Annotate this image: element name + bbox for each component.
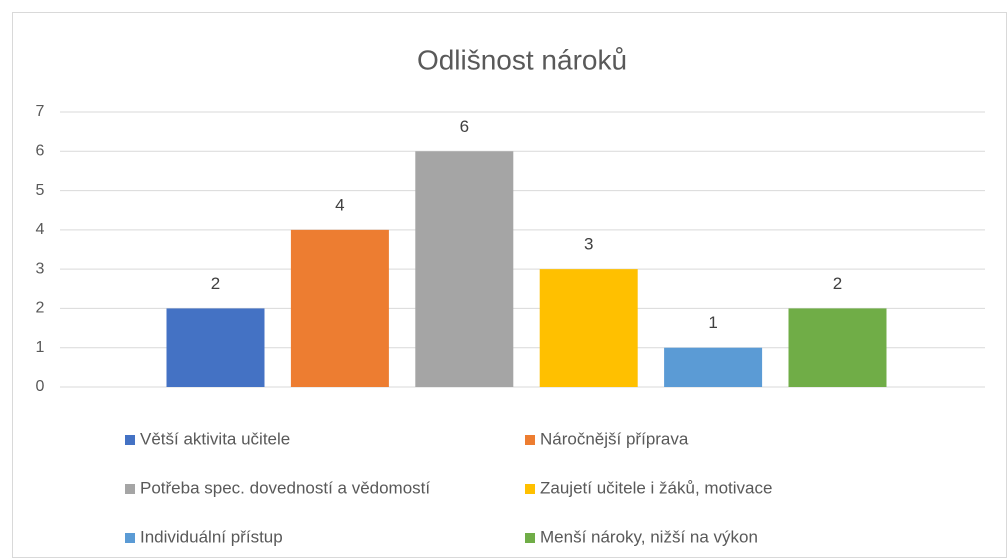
legend-label: Individuální přístup bbox=[140, 527, 283, 546]
legend-swatch bbox=[125, 533, 135, 543]
legend-swatch bbox=[525, 533, 535, 543]
legend-swatch bbox=[525, 484, 535, 494]
bar bbox=[539, 269, 638, 387]
bar bbox=[788, 308, 887, 387]
y-tick-label: 6 bbox=[36, 143, 45, 160]
data-label: 1 bbox=[708, 313, 717, 332]
bar bbox=[664, 347, 763, 387]
bar bbox=[290, 229, 389, 387]
y-tick-label: 0 bbox=[36, 378, 45, 395]
y-tick-label: 3 bbox=[36, 260, 45, 277]
data-label: 2 bbox=[833, 274, 842, 293]
y-tick-label: 1 bbox=[36, 339, 45, 356]
data-label: 6 bbox=[460, 117, 469, 136]
chart-title: Odlišnost nároků bbox=[417, 44, 627, 75]
legend-label: Náročnější příprava bbox=[540, 429, 689, 448]
data-label: 2 bbox=[211, 274, 220, 293]
y-tick-label: 5 bbox=[36, 182, 45, 199]
y-tick-label: 7 bbox=[36, 103, 45, 120]
legend-swatch bbox=[525, 435, 535, 445]
legend-swatch bbox=[125, 484, 135, 494]
data-label: 3 bbox=[584, 235, 593, 254]
legend-label: Potřeba spec. dovedností a vědomostí bbox=[140, 478, 430, 497]
legend-label: Zaujetí učitele i žáků, motivace bbox=[540, 478, 772, 497]
bar bbox=[166, 308, 265, 387]
legend-label: Menší nároky, nižší na výkon bbox=[540, 527, 758, 546]
y-tick-label: 4 bbox=[36, 221, 45, 238]
y-tick-label: 2 bbox=[36, 300, 45, 317]
data-label: 4 bbox=[335, 195, 344, 214]
legend-swatch bbox=[125, 435, 135, 445]
bar bbox=[415, 151, 514, 387]
legend-label: Větší aktivita učitele bbox=[140, 429, 290, 448]
